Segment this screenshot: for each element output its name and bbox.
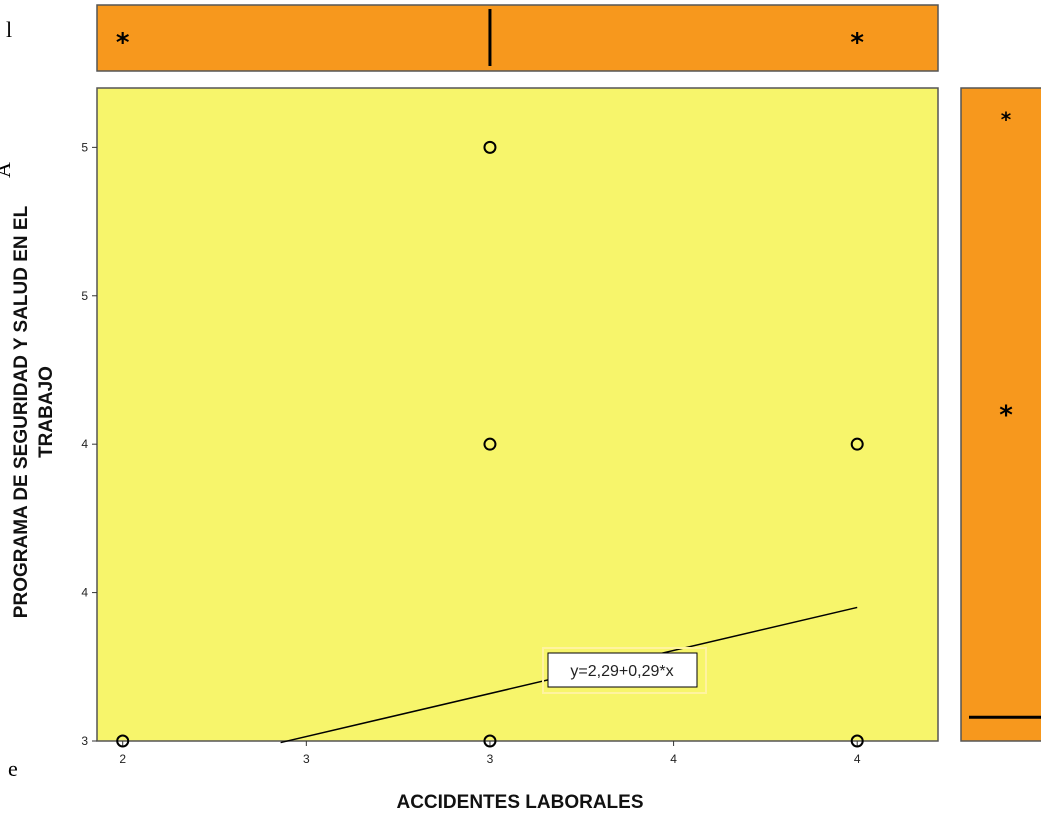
y-axis-label-line1: PROGRAMA DE SEGURIDAD Y SALUD EN EL (11, 205, 32, 618)
top-boxplot-panel (96, 4, 939, 72)
data-point (483, 140, 497, 154)
x-tick-label: 3 (303, 752, 310, 766)
y-tick-label: 4 (81, 437, 88, 451)
data-point (850, 734, 864, 748)
fit-label-box (547, 652, 698, 688)
data-point (483, 734, 497, 748)
y-tick-label: 5 (81, 140, 88, 154)
x-tick-label: 4 (854, 752, 861, 766)
data-point (850, 437, 864, 451)
y-tick-label: 3 (81, 734, 88, 748)
margin-char-mid: A (0, 162, 15, 178)
right-boxplot-panel (960, 87, 1041, 742)
top-outlier-star: * (116, 28, 130, 58)
fit-label: y=2,29+0,29*x (570, 663, 673, 680)
margin-char-bottom: e (8, 756, 18, 781)
y-tick-label: 4 (81, 586, 88, 600)
top-outlier-star: * (850, 28, 864, 58)
x-tick-label: 4 (670, 752, 677, 766)
data-point (116, 734, 130, 748)
data-point (483, 437, 497, 451)
margin-char-top: l (6, 17, 12, 42)
y-tick-label: 5 (81, 289, 88, 303)
plot-area (96, 87, 939, 742)
right-outlier-star: * (1001, 108, 1012, 132)
right-outlier-star: * (999, 401, 1013, 431)
x-tick-label: 2 (119, 752, 126, 766)
x-tick-label: 3 (487, 752, 494, 766)
y-axis-label-line2: TRABAJO (36, 366, 57, 458)
fit-label-halo (542, 647, 707, 694)
x-axis-label: ACCIDENTES LABORALES (396, 792, 643, 813)
